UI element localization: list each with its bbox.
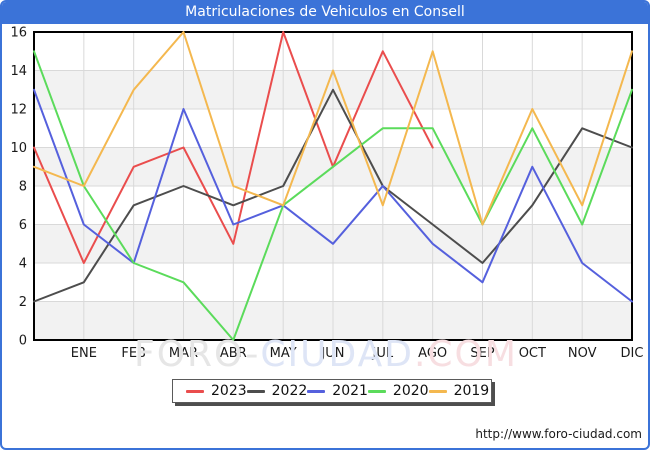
x-tick-label: MAY (270, 346, 297, 361)
legend-dash-icon (367, 389, 386, 393)
x-tick-label: DIC (621, 346, 644, 361)
y-tick-label: 12 (10, 103, 27, 118)
title-bar: Matriculaciones de Vehiculos en Consell (2, 2, 648, 24)
x-tick-label: MAR (169, 346, 198, 361)
legend-dash-icon (246, 389, 265, 393)
y-tick-label: 16 (10, 26, 27, 41)
y-tick-label: 10 (10, 141, 27, 156)
legend-label: 2023 (211, 383, 247, 399)
chart-legend: 2023 2022 2021 2020 2019 (172, 379, 492, 403)
series-line-2019 (33, 31, 633, 226)
x-tick-label: OCT (519, 346, 546, 361)
x-tick-label: JUN (320, 346, 344, 361)
y-tick-label: 8 (19, 180, 27, 195)
y-tick-label: 4 (19, 257, 27, 272)
plot-border (33, 31, 633, 341)
y-tick-label: 2 (19, 295, 27, 310)
page-title: Matriculaciones de Vehiculos en Consell (185, 4, 465, 20)
legend-item-2021: 2021 (307, 383, 368, 399)
x-tick-label: SEP (470, 346, 494, 361)
y-tick-label: 0 (19, 334, 27, 349)
series-line-2020 (33, 50, 633, 341)
legend-dash-icon (307, 389, 326, 393)
legend-label: 2021 (332, 383, 368, 399)
legend-dash-icon (428, 389, 447, 393)
y-tick-label: 14 (10, 64, 27, 79)
legend-dash-icon (186, 389, 204, 393)
legend-label: 2022 (271, 383, 308, 399)
series-line-2023 (33, 31, 434, 264)
legend-item-2023: 2023 (186, 383, 247, 399)
footer-url[interactable]: http://www.foro-ciudad.com (475, 427, 642, 441)
legend-item-2022: 2022 (246, 383, 308, 399)
x-tick-label: ENE (71, 346, 97, 361)
legend-item-2019: 2019 (428, 383, 490, 399)
legend-label: 2020 (392, 383, 429, 399)
series-line-2022 (33, 88, 633, 303)
legend-label: 2019 (453, 383, 490, 399)
x-tick-label: ABR (220, 346, 247, 361)
x-tick-label: NOV (568, 346, 597, 361)
y-tick-label: 6 (19, 218, 27, 233)
legend-item-2020: 2020 (367, 383, 429, 399)
x-tick-label: AGO (418, 346, 447, 361)
x-tick-label: JUL (372, 346, 394, 361)
x-tick-label: FEB (121, 346, 146, 361)
